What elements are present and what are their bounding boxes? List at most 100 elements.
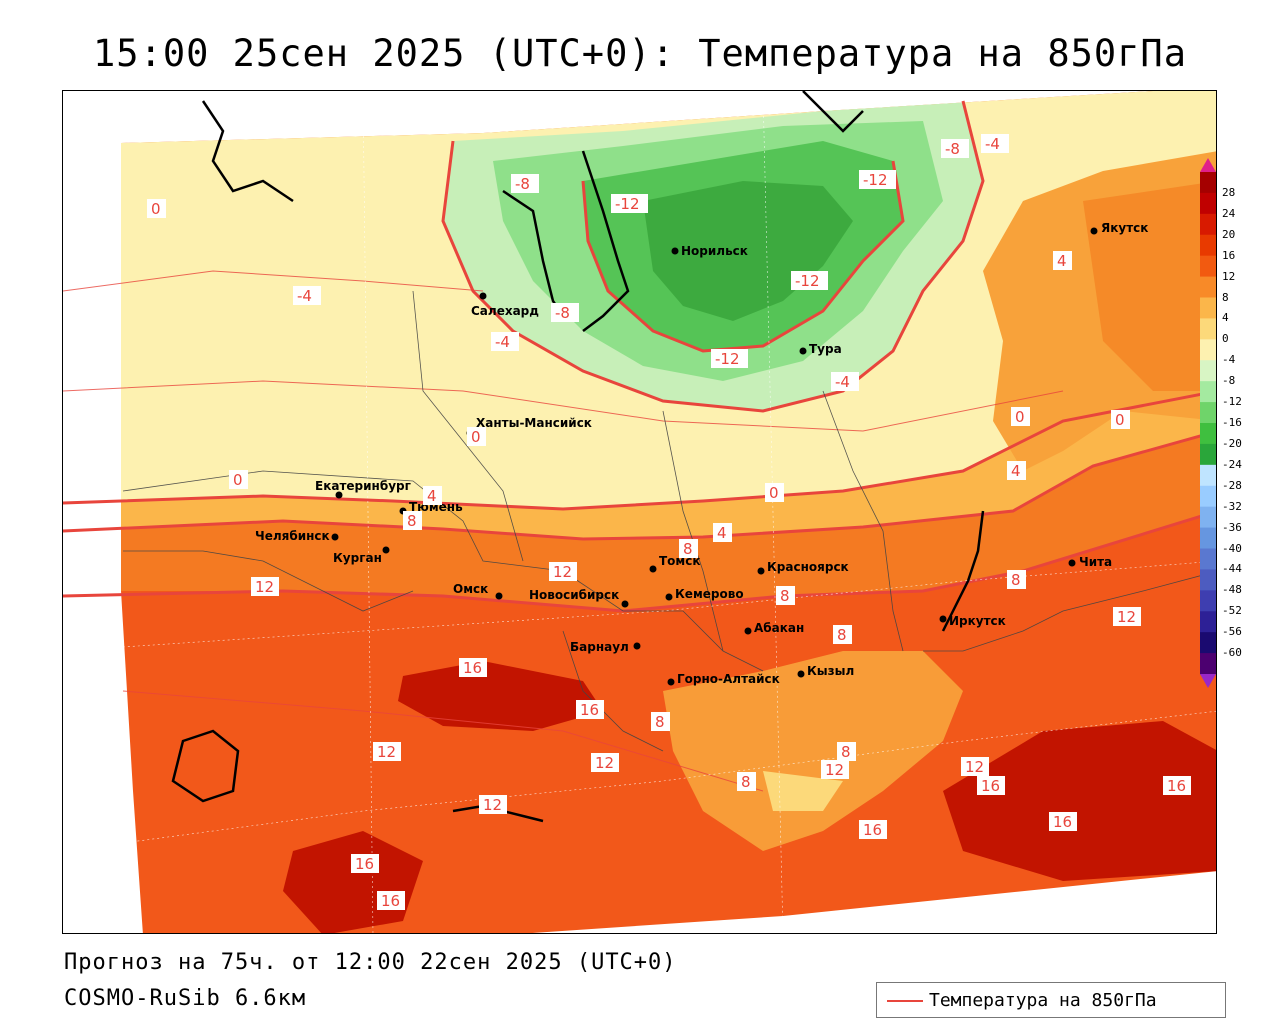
colorbar-tick-label: -8: [1222, 374, 1236, 388]
isotherm-label: 16: [1167, 777, 1186, 795]
isotherm-label: 0: [1015, 408, 1025, 426]
isotherm-label: 16: [381, 892, 400, 910]
isotherm-label-bg: [713, 523, 732, 542]
colorbar-step: [1200, 402, 1216, 424]
colorbar-tick-label: 20: [1222, 227, 1236, 241]
isotherm-label: 12: [825, 761, 844, 779]
colorbar-tick-label: -60: [1222, 646, 1242, 660]
city-norilsk: Норильск: [671, 244, 748, 258]
legend-label: Температура на 850гПа: [929, 990, 1157, 1011]
colorbar-step: [1200, 527, 1216, 549]
mountain-patches: [663, 651, 963, 851]
city-salekhard: Салехард: [471, 292, 539, 318]
svg-text:Кызыл: Кызыл: [807, 664, 854, 678]
cities-layer: Норильск Салехард Якутск Тура Ханты-Манс…: [255, 221, 1148, 686]
colorbar-step: [1200, 569, 1216, 591]
city-chita: Чита: [1068, 555, 1112, 569]
band-minus16: [643, 181, 853, 321]
isotherm-label: 12: [483, 796, 502, 814]
colorbar-step: [1200, 653, 1216, 675]
isotherm-label-bg: [251, 577, 279, 596]
city-chelyabinsk: Челябинск: [255, 529, 339, 543]
colorbar-step: [1200, 234, 1216, 257]
isotherm-label: 0: [233, 471, 243, 489]
isotherm-label-bg: [1113, 607, 1141, 626]
band-16-a: [398, 661, 603, 731]
isotherm-label-bg: [1007, 570, 1026, 589]
isotherm-label: 0: [1115, 411, 1125, 429]
svg-text:Курган: Курган: [333, 551, 382, 565]
isotherm-label-bg: [1163, 776, 1191, 795]
temperature-field: [121, 91, 1216, 933]
mountain-patch-small: [763, 771, 843, 811]
colorbar-step: [1200, 548, 1216, 570]
isotherm-label: 12: [595, 754, 614, 772]
isotherm-label: 8: [780, 587, 790, 605]
isotherm-label: -4: [297, 287, 312, 305]
city-kemerovo: Кемерово: [665, 587, 744, 601]
city-gorno-altaysk: Горно-Алтайск: [667, 672, 780, 686]
colorbar-tick-label: 4: [1222, 311, 1229, 325]
isotherm-label: 12: [965, 758, 984, 776]
isotherm-label-bg: [549, 562, 577, 581]
svg-text:Челябинск: Челябинск: [255, 529, 330, 543]
isotherm-label-bg: [679, 539, 698, 558]
colorbar-step: [1200, 172, 1216, 194]
svg-text:Норильск: Норильск: [681, 244, 748, 258]
svg-text:Чита: Чита: [1079, 555, 1112, 569]
svg-text:Тура: Тура: [809, 342, 842, 356]
svg-text:Кемерово: Кемерово: [675, 587, 744, 601]
isotherm-label: 16: [981, 777, 1000, 795]
svg-text:Ханты-Мансийск: Ханты-Мансийск: [476, 416, 592, 430]
isotherm-label: -12: [615, 195, 640, 213]
isotherm-label-bg: [651, 712, 670, 731]
colorbar-tick-label: -4: [1222, 353, 1236, 367]
band-8-east: [1083, 181, 1216, 391]
isotherm-label-bg: [491, 332, 519, 351]
colorbar-tick-label: -36: [1222, 520, 1242, 534]
isotherm-label: -12: [715, 350, 740, 368]
isotherm-label-bg: [459, 658, 487, 677]
isotherm-label: 0: [471, 428, 481, 446]
colorbar-tick-label: -56: [1222, 625, 1242, 639]
colorbar-tick-label: 8: [1222, 290, 1229, 304]
band-16-c: [943, 721, 1216, 881]
isotherm-label-bg: [1053, 251, 1072, 270]
colorbar-min-arrow: [1200, 674, 1216, 688]
isotherm-label: 0: [769, 484, 779, 502]
svg-text:Барнаул: Барнаул: [570, 640, 629, 654]
colorbar-tick-label: 16: [1222, 248, 1236, 262]
isotherm-label-bg: [981, 134, 1009, 153]
isotherm-label-bg: [591, 753, 619, 772]
city-yakutsk: Якутск: [1090, 221, 1148, 235]
colorbar-max-arrow: [1200, 158, 1216, 172]
svg-text:Салехард: Салехард: [471, 304, 539, 318]
isotherm-label-bg: [576, 700, 604, 719]
colorbar-step: [1200, 360, 1216, 382]
isotherm-label: -8: [515, 175, 530, 193]
city-novosibirsk: Новосибирск: [529, 588, 629, 608]
isotherm-label: 16: [355, 855, 374, 873]
isotherm-label-bg: [511, 174, 539, 193]
isotherm-label-bg: [765, 483, 784, 502]
isotherm-label-bg: [293, 286, 321, 305]
colorbar-scale: [1200, 158, 1216, 688]
svg-text:Тюмень: Тюмень: [409, 500, 463, 514]
isotherm-label: 4: [717, 524, 727, 542]
band-4: [121, 391, 1216, 539]
isotherm-label-bg: [229, 470, 248, 489]
svg-text:Горно-Алтайск: Горно-Алтайск: [677, 672, 780, 686]
legend-line-swatch: [887, 1000, 923, 1002]
temperature-map: Норильск Салехард Якутск Тура Ханты-Манс…: [62, 90, 1217, 934]
isotherm-label-bg: [351, 854, 379, 873]
map-canvas: Норильск Салехард Якутск Тура Ханты-Манс…: [63, 91, 1216, 933]
colorbar-tick-label: -20: [1222, 436, 1242, 450]
isotherm-label-bg: [1011, 407, 1030, 426]
isotherm-label: -8: [555, 304, 570, 322]
isotherm-label-bg: [1049, 812, 1077, 831]
colorbar-step: [1200, 611, 1216, 633]
city-ekaterinburg: Екатеринбург: [315, 479, 411, 499]
isotherm-label-bg: [859, 170, 896, 189]
colorbar-tick-label: -16: [1222, 416, 1242, 429]
isotherm-label: 12: [553, 563, 572, 581]
